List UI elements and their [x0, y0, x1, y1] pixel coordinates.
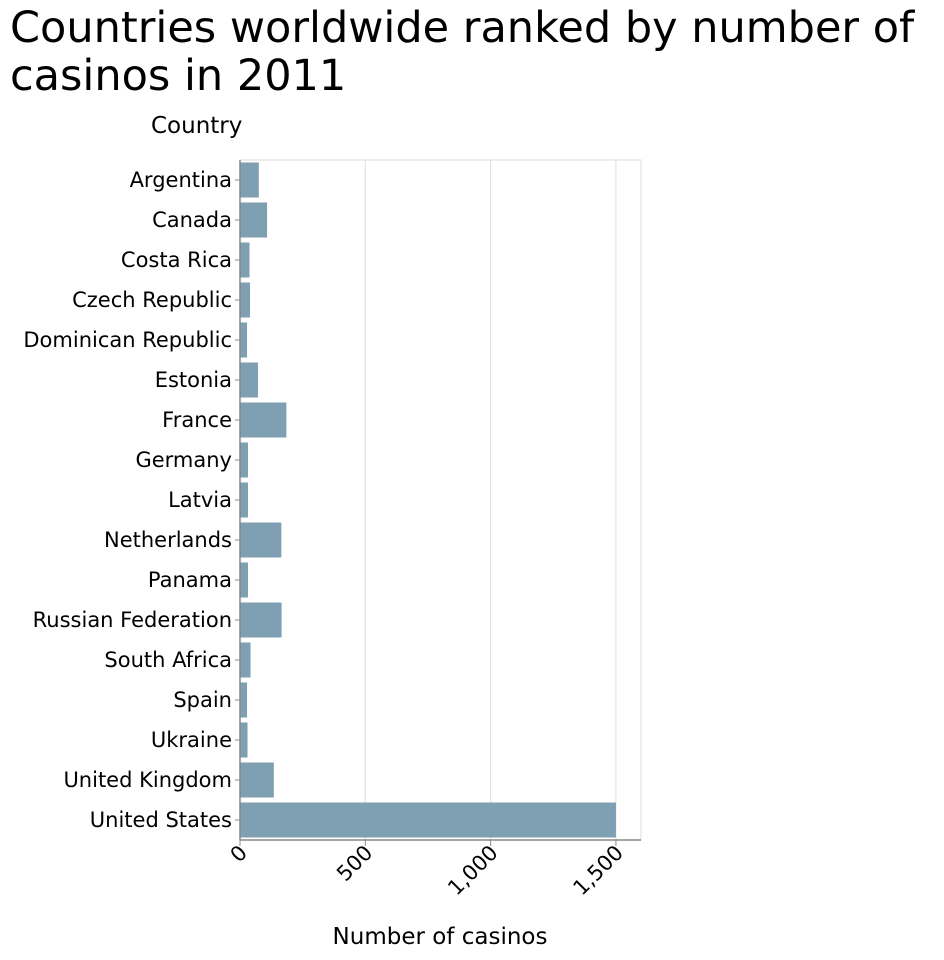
bar-panama	[240, 562, 249, 598]
y-tick-label: Panama	[148, 568, 232, 592]
bar-czech-republic	[240, 282, 251, 318]
bar-canada	[240, 202, 268, 238]
y-tick-label: Germany	[135, 448, 232, 472]
plot-frame	[239, 159, 642, 841]
bar-dominican-republic	[240, 322, 248, 358]
y-axis-title: Country	[151, 113, 242, 139]
bar-russian-federation	[240, 602, 282, 638]
y-tick-label: Netherlands	[104, 528, 232, 552]
y-tick-label: Argentina	[130, 168, 232, 192]
y-axis-ticks: Argentina Canada Costa Rica Czech Republic D…	[23, 168, 240, 832]
bar-united-states	[240, 802, 616, 838]
y-tick-label: United Kingdom	[63, 768, 232, 792]
y-tick-label: United States	[90, 808, 232, 832]
x-axis-title: Number of casinos	[333, 924, 548, 950]
y-tick-label: South Africa	[104, 648, 232, 672]
x-tick-label: 1,500	[568, 841, 627, 900]
y-tick-label: France	[162, 408, 232, 432]
y-tick-label: Latvia	[168, 488, 232, 512]
x-tick-label: 500	[332, 841, 377, 886]
grid-lines	[239, 159, 642, 841]
y-tick-label: Ukraine	[151, 728, 232, 752]
bar-germany	[240, 442, 249, 478]
y-tick-label: Estonia	[155, 368, 232, 392]
bar-netherlands	[240, 522, 282, 558]
bars	[240, 162, 616, 838]
bar-spain	[240, 682, 248, 718]
bar-costa-rica	[240, 242, 250, 278]
y-tick-label: Canada	[152, 208, 232, 232]
x-tick-label: 0	[226, 841, 252, 867]
bar-france	[240, 402, 287, 438]
y-tick-label: Costa Rica	[121, 248, 232, 272]
bar-ukraine	[240, 722, 248, 758]
x-tick-label: 1,000	[443, 841, 502, 900]
bar-estonia	[240, 362, 259, 398]
y-tick-label: Dominican Republic	[23, 328, 232, 352]
y-tick-label: Russian Federation	[33, 608, 232, 632]
y-tick-label: Spain	[173, 688, 232, 712]
y-tick-label: Czech Republic	[72, 288, 232, 312]
bar-argentina	[240, 162, 259, 198]
bar-south-africa	[240, 642, 251, 678]
x-axis-ticks: 0 500 1,000 1,500	[226, 840, 628, 900]
bar-united-kingdom	[240, 762, 274, 798]
bar-latvia	[240, 482, 249, 518]
chart-title: Countries worldwide ranked by number of …	[10, 3, 915, 101]
